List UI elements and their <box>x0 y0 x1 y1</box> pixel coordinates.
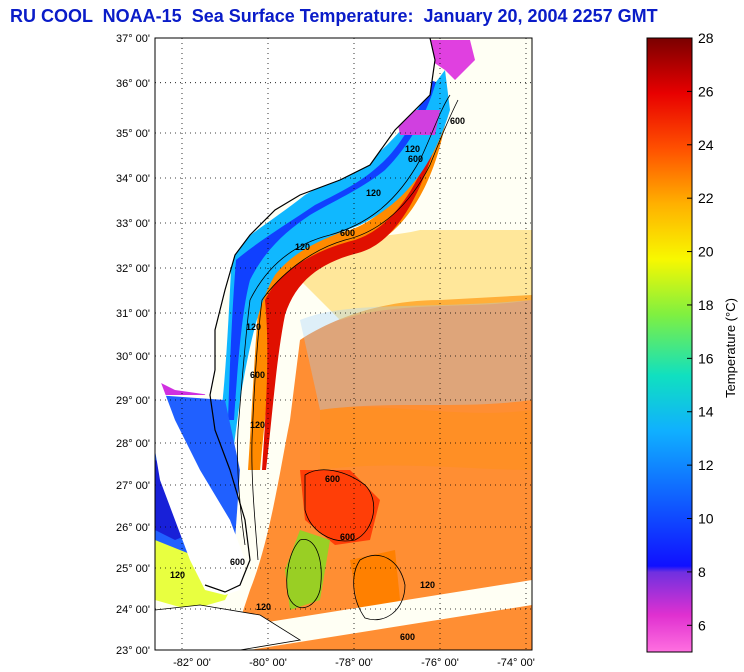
colorbar-tick-label: 12 <box>698 457 714 473</box>
lon-tick-label: -76° 00' <box>421 657 459 669</box>
map-grid <box>155 38 532 650</box>
lat-tick-label: 27° 00' <box>116 480 150 492</box>
longitude-axis: -82° 00' -80° 00' -78° 00' -76° 00' -74°… <box>173 657 535 669</box>
lat-tick-label: 33° 00' <box>116 218 150 230</box>
colorbar-tick-label: 8 <box>698 564 706 580</box>
lon-tick-label: -74° 00' <box>497 657 535 669</box>
colorbar-tick-label: 14 <box>698 404 714 420</box>
contour-label: 120 <box>246 322 261 332</box>
contour-label: 120 <box>366 188 381 198</box>
contour-label: 600 <box>250 370 265 380</box>
lat-tick-label: 25° 00' <box>116 563 150 575</box>
lat-tick-label: 32° 00' <box>116 263 150 275</box>
contour-label: 600 <box>325 474 340 484</box>
lon-tick-label: -80° 00' <box>249 657 287 669</box>
contour-label: 120 <box>295 242 310 252</box>
contour-label: 120 <box>420 580 435 590</box>
colorbar-tick-label: 18 <box>698 297 714 313</box>
contour-label: 600 <box>400 632 415 642</box>
colorbar-tick-label: 24 <box>698 137 714 153</box>
lat-tick-label: 28° 00' <box>116 438 150 450</box>
colorbar-title: Temperature (°C) <box>723 298 738 398</box>
lat-tick-label: 23° 00' <box>116 645 150 657</box>
sst-field <box>155 38 532 650</box>
colorbar-tick-label: 26 <box>698 83 714 99</box>
lat-tick-label: 35° 00' <box>116 128 150 140</box>
lat-tick-label: 37° 00' <box>116 33 150 45</box>
lon-tick-label: -78° 00' <box>335 657 373 669</box>
contour-label: 120 <box>405 144 420 154</box>
lat-tick-label: 26° 00' <box>116 522 150 534</box>
contour-label: 120 <box>170 570 185 580</box>
colorbar-tick-label: 16 <box>698 350 714 366</box>
colorbar-tick-label: 28 <box>698 30 714 46</box>
colorbar-tick-label: 6 <box>698 617 706 633</box>
lon-tick-label: -82° 00' <box>173 657 211 669</box>
colorbar-tick-label: 22 <box>698 190 714 206</box>
colorbar-gradient <box>646 37 693 653</box>
colorbar-tick-label: 20 <box>698 244 714 260</box>
contour-label: 600 <box>450 116 465 126</box>
lat-tick-label: 30° 00' <box>116 351 150 363</box>
colorbar: 28 26 24 22 20 18 16 14 12 10 8 6 Temperature (°C) <box>646 30 738 653</box>
lat-tick-label: 31° 00' <box>116 308 150 320</box>
page-title: RU COOL NOAA-15 Sea Surface Temperature:… <box>10 6 658 26</box>
map-border <box>154 37 533 651</box>
contour-label: 600 <box>408 154 423 164</box>
lat-tick-label: 24° 00' <box>116 604 150 616</box>
lat-tick-label: 29° 00' <box>116 395 150 407</box>
contour-labels: 120 600 120 600 120 600 120 600 120 600 … <box>170 116 465 642</box>
colorbar-tick-label: 10 <box>698 511 714 527</box>
contour-label: 120 <box>250 420 265 430</box>
contour-label: 600 <box>340 228 355 238</box>
contour-label: 600 <box>340 532 355 542</box>
lat-tick-label: 36° 00' <box>116 78 150 90</box>
latitude-axis: 37° 00' 36° 00' 35° 00' 34° 00' 33° 00' … <box>116 33 150 657</box>
contour-label: 600 <box>230 557 245 567</box>
contour-label: 120 <box>256 602 271 612</box>
lat-tick-label: 34° 00' <box>116 173 150 185</box>
